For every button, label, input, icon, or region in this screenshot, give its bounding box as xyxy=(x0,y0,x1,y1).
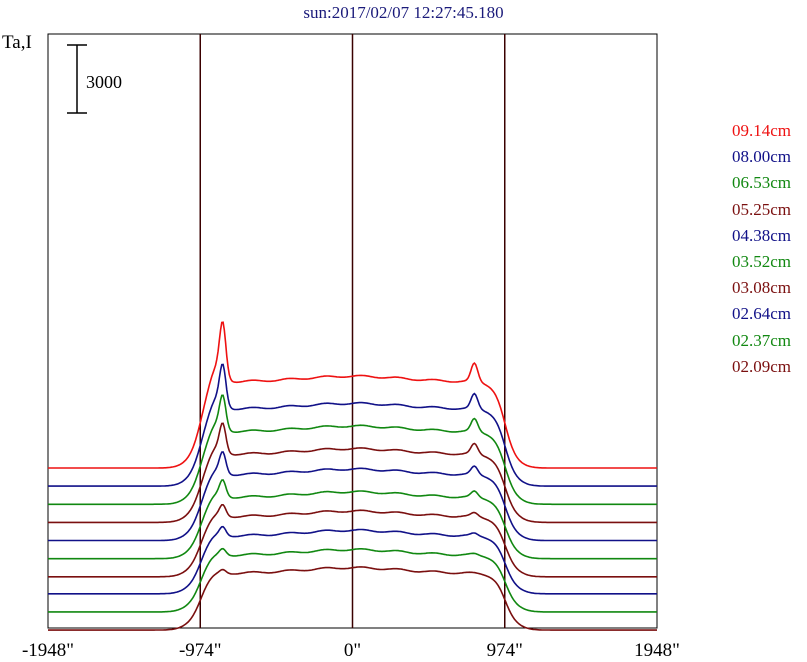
x-tick-label: -974" xyxy=(179,640,222,661)
legend-entry: 03.52cm xyxy=(732,251,792,271)
legend-entry: 02.37cm xyxy=(732,330,792,350)
x-tick-label: 974" xyxy=(487,640,523,661)
y-axis-label: Ta,I xyxy=(2,32,32,53)
legend: 09.14cm 08.00cm 06.53cm 05.25cm 04.38cm 03.52… xyxy=(732,118,791,380)
series-line-08.00cm xyxy=(48,363,657,487)
legend-entry: 06.53cm xyxy=(732,173,792,193)
series-line-02.09cm xyxy=(48,566,657,631)
x-tick-label: 0" xyxy=(344,640,361,661)
series-line-02.64cm xyxy=(48,525,657,595)
x-tick-label: 1948" xyxy=(634,640,680,661)
legend-entry: 05.25cm xyxy=(732,199,792,219)
legend-entry: 09.14cm xyxy=(732,121,792,140)
chart-title: sun:2017/02/07 12:27:45.180 xyxy=(303,3,504,22)
series-line-05.25cm xyxy=(48,422,657,524)
legend-entry: 04.38cm xyxy=(732,225,792,245)
series-line-02.37cm xyxy=(48,547,657,613)
series-line-03.52cm xyxy=(48,479,657,560)
scale-bar-label: 3000 xyxy=(86,72,122,92)
series-line-09.14cm xyxy=(48,321,657,469)
scale-bar: 3000 xyxy=(67,44,122,114)
legend-entry: 02.64cm xyxy=(732,304,792,324)
series-line-03.08cm xyxy=(48,504,657,578)
legend-entry: 03.08cm xyxy=(732,278,792,298)
series-line-04.38cm xyxy=(48,451,657,542)
x-tick-label: -1948" xyxy=(22,640,74,661)
legend-entry: 08.00cm xyxy=(732,147,792,167)
legend-entry: 02.09cm xyxy=(732,356,792,376)
series-line-06.53cm xyxy=(48,394,657,506)
